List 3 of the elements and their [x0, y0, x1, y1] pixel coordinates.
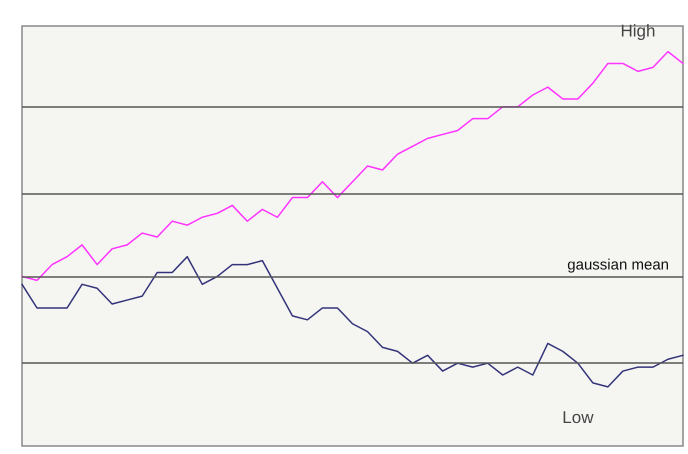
series-label: Low — [562, 408, 594, 427]
ref-line-label: gaussian mean — [567, 256, 669, 274]
series-label: High — [620, 22, 656, 41]
